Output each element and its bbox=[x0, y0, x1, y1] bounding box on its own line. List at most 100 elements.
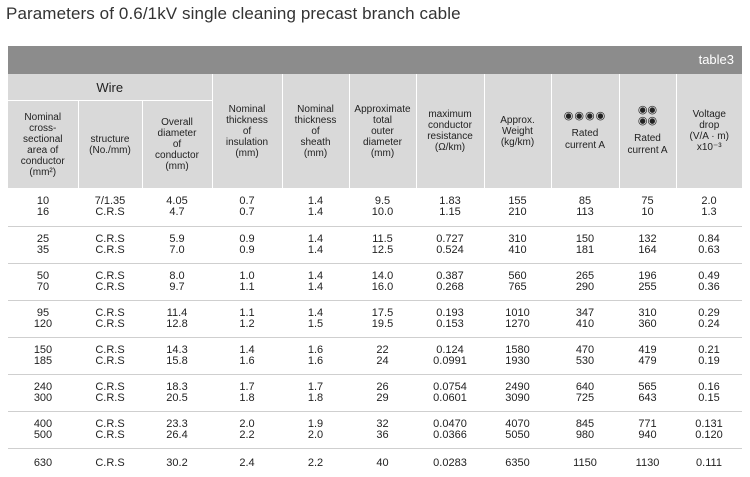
header-line: (V/A · m) bbox=[679, 131, 741, 142]
rated-current-grouped-header: ◉◉ ◉◉ Rated current A bbox=[619, 74, 676, 188]
cell-value: 290 bbox=[551, 282, 619, 293]
cell-value: C.R.S bbox=[78, 207, 142, 218]
header-line: Nominal bbox=[215, 104, 280, 115]
cell-value: 181 bbox=[551, 245, 619, 256]
cell-value: 0.0366 bbox=[416, 430, 484, 441]
header-line: (mm²) bbox=[10, 167, 76, 178]
cell-value: 36 bbox=[349, 430, 416, 441]
header-line: total bbox=[352, 115, 414, 126]
cell-value: 19.5 bbox=[349, 319, 416, 330]
cell-value: 0.153 bbox=[416, 319, 484, 330]
cell-value: 479 bbox=[619, 356, 676, 367]
cell-value: 1.6 bbox=[212, 356, 282, 367]
cell-value: 29 bbox=[349, 393, 416, 404]
cell-value: C.R.S bbox=[78, 458, 142, 469]
cell-value: 1.2 bbox=[212, 319, 282, 330]
cell-value: 70 bbox=[8, 282, 78, 293]
cell-value: 0.0991 bbox=[416, 356, 484, 367]
cell-value: 35 bbox=[8, 245, 78, 256]
cell-value: 530 bbox=[551, 356, 619, 367]
cell-value: 643 bbox=[619, 393, 676, 404]
cell-value: 16 bbox=[8, 207, 78, 218]
cell-value: 164 bbox=[619, 245, 676, 256]
cell-value: 0.7 bbox=[212, 207, 282, 218]
cell-value: 12.8 bbox=[142, 319, 212, 330]
header-line: resistance bbox=[419, 131, 482, 142]
header-line: of bbox=[285, 126, 347, 137]
cell-value: 12.5 bbox=[349, 245, 416, 256]
cell-value: 0.0601 bbox=[416, 393, 484, 404]
cell-value: 0.0283 bbox=[416, 458, 484, 469]
cell-value: 1.1 bbox=[212, 282, 282, 293]
cell-value: 630 bbox=[8, 458, 78, 469]
header-line: (Ω/km) bbox=[419, 142, 482, 153]
cell-value: 16.0 bbox=[349, 282, 416, 293]
cell-value: 1.4 bbox=[282, 245, 349, 256]
cell-value: 2.2 bbox=[282, 458, 349, 469]
header-line: conductor bbox=[10, 156, 76, 167]
header-line: x10⁻³ bbox=[679, 142, 741, 153]
rated-current-unit: current A bbox=[554, 140, 617, 152]
header-line: maximum bbox=[419, 109, 482, 120]
header-line: area of bbox=[10, 145, 76, 156]
cell-value: 1.4 bbox=[282, 282, 349, 293]
cell-value: 940 bbox=[619, 430, 676, 441]
cell-value: 0.63 bbox=[676, 245, 742, 256]
header-line: (mm) bbox=[145, 161, 210, 172]
cell-value: 7.0 bbox=[142, 245, 212, 256]
cell-value: 30.2 bbox=[142, 458, 212, 469]
cell-value: 0.9 bbox=[212, 245, 282, 256]
cell-value: 113 bbox=[551, 207, 619, 218]
cell-outer: 40 bbox=[349, 449, 416, 477]
cell-value: 24 bbox=[349, 356, 416, 367]
header-line: Voltage bbox=[679, 109, 741, 120]
cell-value: 1.6 bbox=[282, 356, 349, 367]
cell-value: 120 bbox=[8, 319, 78, 330]
cell-value: 2.2 bbox=[212, 430, 282, 441]
cell-value: 5050 bbox=[484, 430, 551, 441]
cell-value: C.R.S bbox=[78, 356, 142, 367]
cell-value: 40 bbox=[349, 458, 416, 469]
header-line: Weight bbox=[487, 126, 549, 137]
cell-value: 10 bbox=[619, 207, 676, 218]
header-line: drop bbox=[679, 120, 741, 131]
table-label: table3 bbox=[699, 52, 734, 67]
cell-rated-a: 1150 bbox=[551, 449, 619, 477]
cell-value: 2.4 bbox=[212, 458, 282, 469]
cell-value: 500 bbox=[8, 430, 78, 441]
